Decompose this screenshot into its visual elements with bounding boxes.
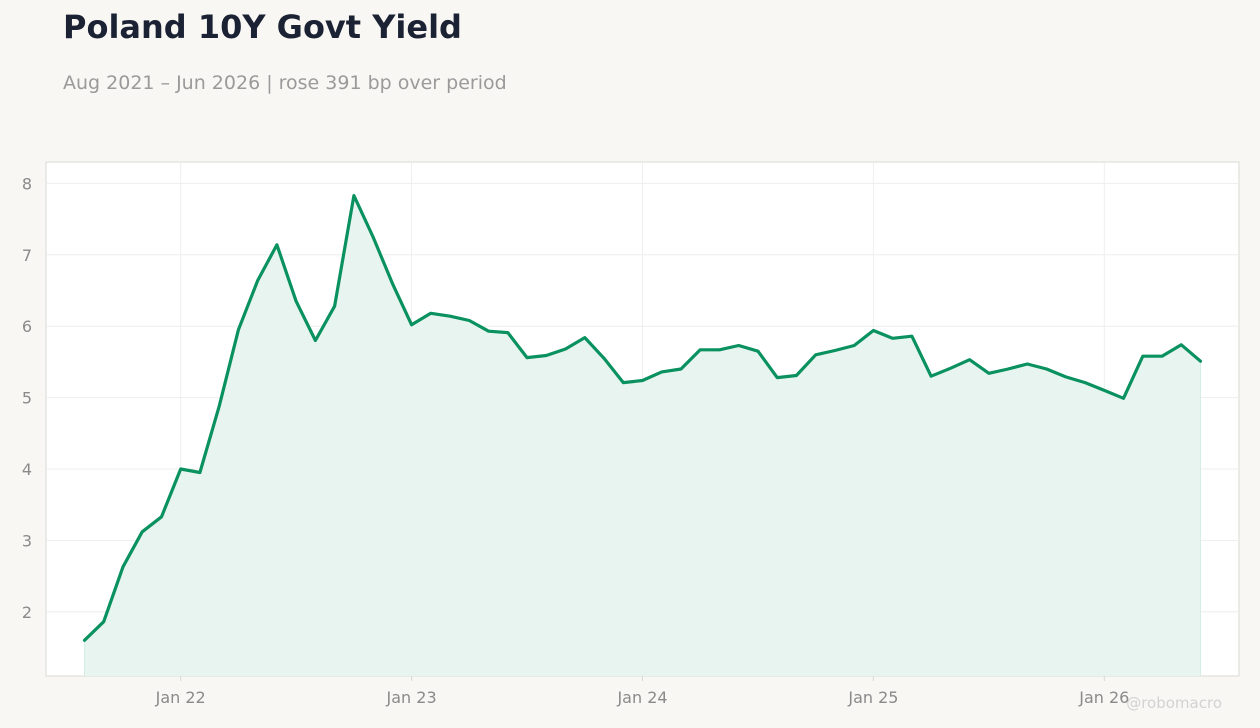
y-tick-label: 5 [22,389,32,408]
data-point [871,329,875,333]
series-line-layer [82,194,1203,642]
x-tick-label: Jan 24 [616,688,667,707]
data-point [294,299,298,303]
data-point [775,376,779,380]
area-fill-layer [83,195,1202,676]
data-point [583,336,587,340]
y-tick-label: 3 [22,531,32,550]
data-point [160,515,164,519]
data-point [852,344,856,348]
data-point [1006,367,1010,371]
data-point [621,381,625,385]
data-point [217,404,221,408]
data-point [487,329,491,333]
watermark: @robomacro [1126,694,1222,712]
data-point [910,334,914,338]
data-point [121,565,125,569]
data-point [467,319,471,323]
data-point [410,323,414,327]
data-point [333,304,337,308]
y-tick-label: 2 [22,603,32,622]
data-point [794,374,798,378]
data-point [275,243,279,247]
data-point [1179,343,1183,347]
data-point [641,379,645,383]
data-point [1102,388,1106,392]
data-point [83,638,87,642]
x-tick-label: Jan 26 [1078,688,1129,707]
data-point [833,349,837,353]
data-point [1025,362,1029,366]
data-point [313,339,317,343]
series-area [84,195,1201,676]
data-point [737,344,741,348]
data-point [660,370,664,374]
x-tick-label: Jan 25 [847,688,898,707]
data-point [1045,367,1049,371]
data-point [429,311,433,315]
data-point [1064,375,1068,379]
data-point [179,467,183,471]
data-point [198,471,202,475]
data-point [544,354,548,358]
data-point [756,349,760,353]
data-point [602,356,606,360]
data-point [1083,381,1087,385]
x-tick-label: Jan 22 [155,688,206,707]
data-point [448,314,452,318]
data-point [968,358,972,362]
data-point [891,336,895,340]
series-line [82,194,1203,642]
y-tick-label: 8 [22,174,32,193]
data-point [506,331,510,335]
y-tick-label: 4 [22,460,32,479]
data-point [1199,359,1203,363]
data-point [140,530,144,534]
data-point [525,356,529,360]
data-point [987,371,991,375]
chart-subtitle: Aug 2021 – Jun 2026 | rose 391 bp over p… [63,72,507,94]
data-point [929,374,933,378]
data-point [371,235,375,239]
data-point [102,620,106,624]
data-point [1160,354,1164,358]
data-point [948,366,952,370]
data-point [256,279,260,283]
data-point [236,328,240,332]
data-point [564,347,568,351]
data-point [679,367,683,371]
data-point [390,281,394,285]
data-point [1141,354,1145,358]
data-point [1122,396,1126,400]
data-point [718,348,722,352]
chart-title: Poland 10Y Govt Yield [63,8,462,46]
x-tick-label: Jan 23 [386,688,437,707]
y-tick-label: 7 [22,246,32,265]
data-point [698,348,702,352]
axis-labels: 2 3 4 5 6 7 8 Jan 22 Jan 23 Jan 24 Jan 25 Jan 26 [22,174,1130,707]
y-tick-label: 6 [22,317,32,336]
data-point [352,194,356,198]
data-point [814,353,818,357]
